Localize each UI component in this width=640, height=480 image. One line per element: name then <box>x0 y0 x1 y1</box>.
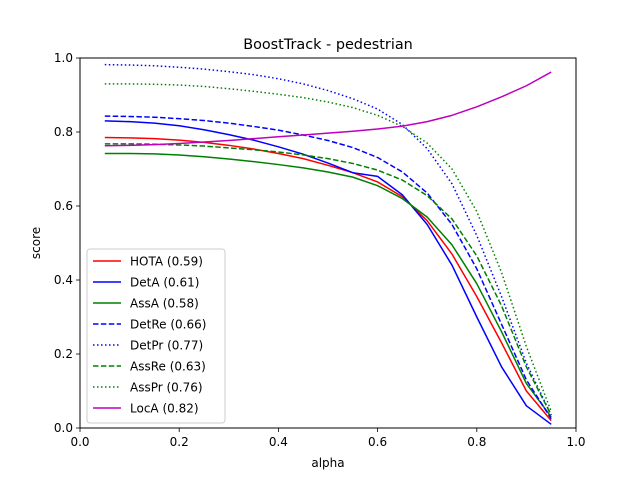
y-axis: 0.0 0.2 0.4 0.6 0.8 1.0 <box>54 51 80 435</box>
series-line-hota <box>104 136 552 422</box>
legend-label: HOTA (0.59) <box>130 255 203 269</box>
legend-label: DetA (0.61) <box>130 276 199 290</box>
x-axis-label: alpha <box>311 456 344 470</box>
x-tick-label: 0.0 <box>70 435 89 449</box>
x-tick-label: 0.6 <box>368 435 387 449</box>
series-line-assre <box>104 143 552 416</box>
y-tick-label: 1.0 <box>54 51 73 65</box>
series-line-detre <box>104 115 552 420</box>
y-axis-label: score <box>29 227 43 259</box>
legend: HOTA (0.59) DetA (0.61) AssA (0.58) DetRe (… <box>86 248 226 424</box>
y-tick-label: 0.6 <box>54 199 73 213</box>
series-line-deta <box>104 120 552 425</box>
y-tick-label: 0.8 <box>54 125 73 139</box>
legend-label: AssPr (0.76) <box>130 381 203 395</box>
plot-area <box>79 57 577 429</box>
series-line-asspr <box>104 83 552 412</box>
x-tick-label: 1.0 <box>566 435 585 449</box>
legend-label: LocA (0.82) <box>130 402 199 416</box>
chart-title: BoostTrack - pedestrian <box>243 37 413 53</box>
y-tick-label: 0.2 <box>54 347 73 361</box>
legend-box <box>86 248 226 424</box>
y-tick-label: 0.0 <box>54 421 73 435</box>
x-axis: 0.0 0.2 0.4 0.6 0.8 1.0 <box>70 428 586 449</box>
legend-label: AssRe (0.63) <box>130 360 206 374</box>
series-line-detpr <box>104 63 552 416</box>
legend-label: DetRe (0.66) <box>130 318 206 332</box>
x-tick-label: 0.8 <box>467 435 486 449</box>
series-line-assa <box>104 152 552 418</box>
series-line-loca <box>104 71 552 147</box>
x-tick-label: 0.2 <box>170 435 189 449</box>
axes-frame <box>79 57 577 429</box>
legend-label: DetPr (0.77) <box>130 339 203 353</box>
legend-label: AssA (0.58) <box>130 297 199 311</box>
series-layer <box>104 63 552 425</box>
x-tick-label: 0.4 <box>269 435 288 449</box>
y-tick-label: 0.4 <box>54 273 73 287</box>
